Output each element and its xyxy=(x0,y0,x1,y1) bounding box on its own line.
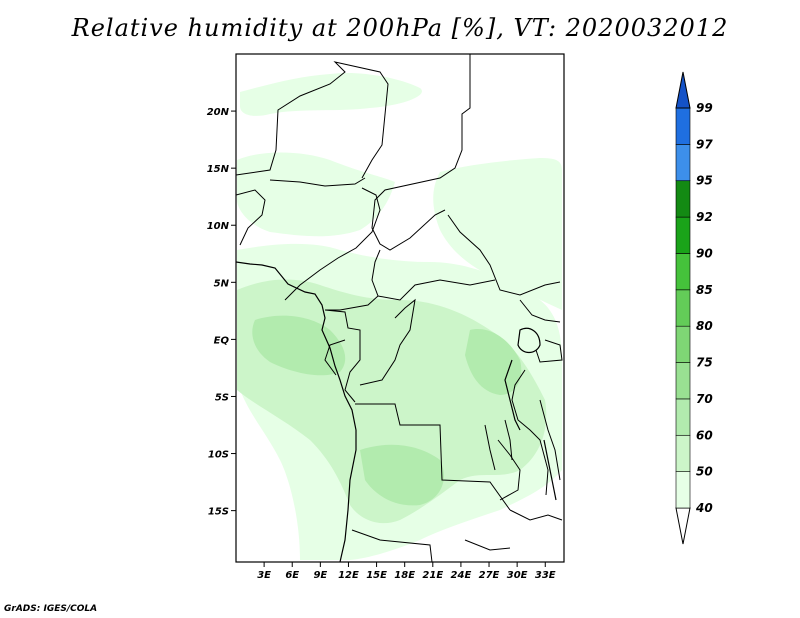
latitude-axis: 20N 15N 10N 5N EQ 5S 10S 15S xyxy=(207,107,236,518)
border-line xyxy=(509,509,563,521)
lat-tick-label: EQ xyxy=(214,335,230,346)
lat-tick-label: 5N xyxy=(214,278,230,289)
colorbar: 40 50 60 70 75 80 85 90 92 95 97 99 xyxy=(675,71,713,545)
colorbar-segment xyxy=(675,398,691,436)
border-line xyxy=(535,339,563,363)
colorbar-segment xyxy=(675,144,691,182)
colorbar-level-label: 90 xyxy=(696,246,713,260)
lat-tick-label: 20N xyxy=(207,107,230,118)
colorbar-level-label: 80 xyxy=(696,319,713,333)
colorbar-level-label: 92 xyxy=(696,210,713,224)
lon-tick-label: 18E xyxy=(394,570,415,581)
colorbar-level-label: 60 xyxy=(696,428,713,442)
colorbar-level-label: 99 xyxy=(696,101,713,115)
colorbar-level-label: 95 xyxy=(696,174,713,188)
colorbar-upper-triangle xyxy=(675,71,691,109)
colorbar-segment xyxy=(675,253,691,291)
border-line xyxy=(324,339,346,376)
humidity-region-nw xyxy=(237,152,395,237)
lat-tick-label: 15N xyxy=(207,164,230,175)
lat-tick-label: 15S xyxy=(208,507,229,518)
colorbar-segment xyxy=(675,434,691,472)
map-frame xyxy=(235,53,565,563)
lake-victoria xyxy=(517,327,541,354)
colorbar-segment xyxy=(675,325,691,363)
lon-tick-label: 15E xyxy=(366,570,387,581)
colorbar-level-label: 70 xyxy=(696,392,713,406)
coastline xyxy=(236,261,557,562)
colorbar-segment xyxy=(675,107,691,145)
border-line xyxy=(371,54,471,251)
colorbar-segment xyxy=(675,180,691,218)
border-line xyxy=(447,214,561,296)
border-line xyxy=(284,187,381,301)
border-line xyxy=(519,299,561,323)
footer-credit: GrADS: IGES/COLA xyxy=(4,604,98,614)
map-title: Relative humidity at 200hPa [%], VT: 202… xyxy=(71,14,729,42)
border-line xyxy=(484,424,496,471)
lat-tick-label: 10N xyxy=(207,221,230,232)
colorbar-level-label: 75 xyxy=(696,356,713,370)
colorbar-segment xyxy=(675,471,691,509)
country-borders xyxy=(236,54,563,562)
lon-tick-label: 6E xyxy=(285,570,299,581)
lon-tick-label: 3E xyxy=(257,570,271,581)
lon-tick-label: 27E xyxy=(479,570,500,581)
lon-tick-label: 33E xyxy=(535,570,556,581)
lat-tick-label: 5S xyxy=(215,392,229,403)
lon-tick-label: 12E xyxy=(338,570,359,581)
border-line xyxy=(539,399,561,481)
border-line xyxy=(236,189,266,246)
colorbar-level-label: 50 xyxy=(696,465,713,479)
colorbar-segment xyxy=(675,362,691,400)
lon-tick-label: 24E xyxy=(451,570,472,581)
lon-tick-label: 30E xyxy=(507,570,528,581)
colorbar-level-label: 85 xyxy=(696,283,713,297)
lake-malawi xyxy=(543,439,557,501)
humidity-region-south xyxy=(360,444,444,506)
border-line xyxy=(497,439,521,501)
border-line xyxy=(355,403,511,511)
colorbar-segment xyxy=(675,216,691,254)
colorbar-level-label: 97 xyxy=(696,137,713,151)
lat-tick-label: 10S xyxy=(208,450,229,461)
humidity-region-ne xyxy=(433,158,562,310)
humidity-shading xyxy=(237,72,562,560)
lon-tick-label: 21E xyxy=(422,570,443,581)
coastline-west xyxy=(236,261,357,562)
humidity-region-east xyxy=(465,329,522,395)
border-line xyxy=(236,61,389,179)
colorbar-level-label: 40 xyxy=(695,501,713,515)
border-line xyxy=(359,298,416,386)
longitude-axis: 3E 6E 9E 12E 15E 18E 21E 24E 27E 30E 33E xyxy=(257,562,556,581)
border-line xyxy=(504,419,513,461)
border-line xyxy=(269,177,366,187)
border-line xyxy=(464,539,511,551)
lon-tick-label: 9E xyxy=(313,570,327,581)
colorbar-lower-triangle xyxy=(675,507,691,545)
border-line xyxy=(377,279,496,301)
border-line xyxy=(511,369,549,496)
border-line xyxy=(351,529,433,562)
border-line xyxy=(324,309,361,403)
colorbar-segment xyxy=(675,289,691,327)
lake-tanganyika xyxy=(504,359,521,431)
humidity-region-north xyxy=(240,72,422,116)
